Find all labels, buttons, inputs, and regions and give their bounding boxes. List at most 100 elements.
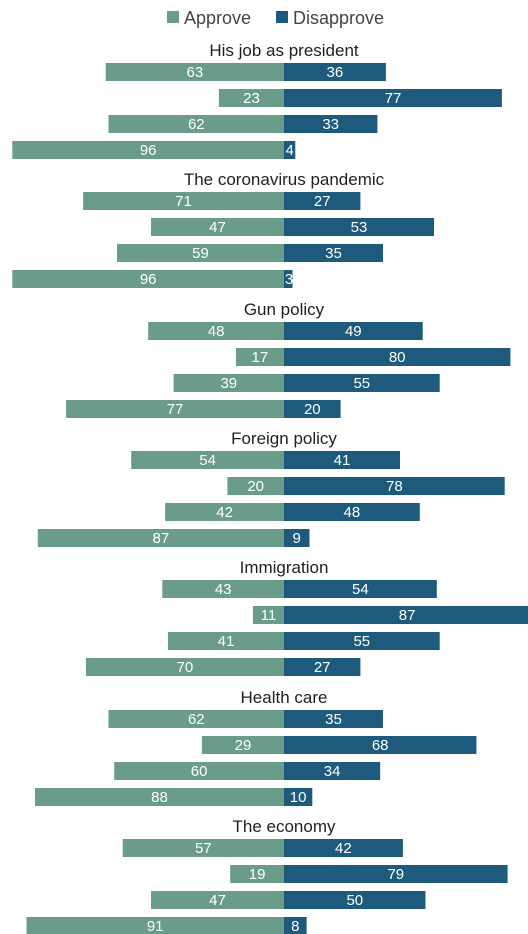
plot-area: His job as president 63 36 23 77 62 33 96 4 The c…: [12, 41, 528, 934]
group-2: Gun policy 48 49 17 80 39 55 77 20: [66, 300, 511, 418]
group-title: Health care: [241, 688, 328, 707]
data-label-disapprove: 35: [325, 245, 342, 262]
data-label-approve: 47: [209, 219, 226, 236]
data-label-approve: 96: [140, 271, 157, 288]
bar-approve: [108, 115, 284, 133]
bar-disapprove: [284, 115, 378, 133]
bar-disapprove: [284, 374, 440, 392]
bar-disapprove: [284, 580, 437, 598]
data-label-disapprove: 48: [344, 504, 361, 521]
bar-approve: [162, 580, 284, 598]
data-label-approve: 59: [192, 245, 209, 262]
group-0: His job as president 63 36 23 77 62 33 96 4: [12, 41, 502, 159]
data-label-disapprove: 33: [322, 116, 339, 133]
group-title: The economy: [233, 817, 336, 836]
data-label-disapprove: 50: [346, 892, 363, 909]
data-label-disapprove: 41: [334, 452, 351, 469]
bar-approve: [105, 63, 284, 81]
bar-approve: [37, 529, 284, 547]
bar-approve: [66, 400, 284, 418]
legend-swatch-disapprove: [276, 11, 288, 23]
data-label-approve: 39: [220, 375, 237, 392]
group-6: The economy 57 42 19 79 47 50 91 8: [26, 817, 508, 934]
bar-approve: [151, 218, 284, 236]
bar-disapprove: [284, 529, 310, 547]
bar-disapprove: [284, 451, 400, 469]
data-label-disapprove: 3: [285, 271, 293, 288]
data-label-approve: 77: [167, 401, 184, 418]
data-label-approve: 48: [208, 323, 225, 340]
legend-label-approve: Approve: [184, 8, 251, 28]
data-label-disapprove: 80: [389, 349, 406, 366]
bar-disapprove: [284, 89, 502, 107]
legend-label-disapprove: Disapprove: [293, 8, 384, 28]
data-label-approve: 88: [151, 789, 168, 806]
bar-approve: [151, 891, 284, 909]
bar-disapprove: [284, 788, 313, 806]
bar-approve: [85, 658, 285, 676]
bar-disapprove: [284, 658, 361, 676]
data-label-disapprove: 53: [351, 219, 368, 236]
data-label-disapprove: 49: [345, 323, 362, 340]
bar-disapprove: [284, 503, 420, 521]
data-label-approve: 11: [261, 607, 277, 624]
bar-disapprove: [284, 63, 386, 81]
bar-disapprove: [284, 192, 361, 210]
bar-approve: [26, 917, 284, 934]
data-label-disapprove: 68: [372, 737, 389, 754]
data-label-approve: 62: [188, 711, 205, 728]
bar-approve: [83, 192, 284, 210]
bar-approve: [230, 865, 284, 883]
data-label-approve: 63: [187, 64, 204, 81]
data-label-disapprove: 27: [314, 193, 331, 210]
bar-approve: [12, 270, 285, 288]
data-label-disapprove: 10: [290, 789, 307, 806]
group-title: Immigration: [240, 558, 329, 577]
data-label-approve: 87: [153, 530, 170, 547]
bar-disapprove: [284, 839, 403, 857]
bar-disapprove: [284, 141, 296, 159]
data-label-approve: 42: [216, 504, 233, 521]
data-label-approve: 96: [140, 142, 157, 159]
data-label-disapprove: 9: [293, 530, 301, 547]
bar-disapprove: [284, 865, 508, 883]
bar-disapprove: [284, 322, 423, 340]
group-title: Gun policy: [244, 300, 325, 319]
data-label-disapprove: 27: [314, 659, 331, 676]
bar-disapprove: [284, 917, 307, 934]
data-label-approve: 41: [218, 633, 235, 650]
data-label-disapprove: 8: [291, 918, 299, 934]
data-label-disapprove: 54: [352, 581, 369, 598]
bar-approve: [117, 244, 284, 262]
bar-disapprove: [284, 400, 341, 418]
bar-approve: [168, 632, 284, 650]
group-1: The coronavirus pandemic 71 27 47 53 59 35 96 3: [12, 170, 434, 288]
data-label-disapprove: 87: [399, 607, 416, 624]
bar-disapprove: [284, 244, 383, 262]
data-label-approve: 54: [199, 452, 216, 469]
bar-disapprove: [284, 477, 505, 495]
legend-swatch-approve: [167, 11, 179, 23]
bar-disapprove: [284, 348, 511, 366]
group-title: The coronavirus pandemic: [184, 170, 385, 189]
bar-approve: [114, 762, 284, 780]
bar-disapprove: [284, 606, 528, 624]
data-label-approve: 62: [188, 116, 205, 133]
bar-disapprove: [284, 762, 381, 780]
bar-approve: [165, 503, 284, 521]
data-label-approve: 23: [243, 90, 260, 107]
data-label-disapprove: 35: [325, 711, 342, 728]
data-label-disapprove: 36: [327, 64, 344, 81]
bar-approve: [122, 839, 284, 857]
bar-approve: [12, 141, 285, 159]
group-title: Foreign policy: [231, 429, 337, 448]
data-label-disapprove: 55: [353, 633, 370, 650]
bar-approve: [131, 451, 284, 469]
data-label-disapprove: 20: [304, 401, 321, 418]
bar-approve: [148, 322, 284, 340]
data-label-approve: 20: [247, 478, 264, 495]
data-label-disapprove: 78: [386, 478, 403, 495]
group-4: Immigration 43 54 11 87 41 55 70 27: [85, 558, 528, 676]
data-label-disapprove: 55: [353, 375, 370, 392]
data-label-approve: 43: [215, 581, 232, 598]
